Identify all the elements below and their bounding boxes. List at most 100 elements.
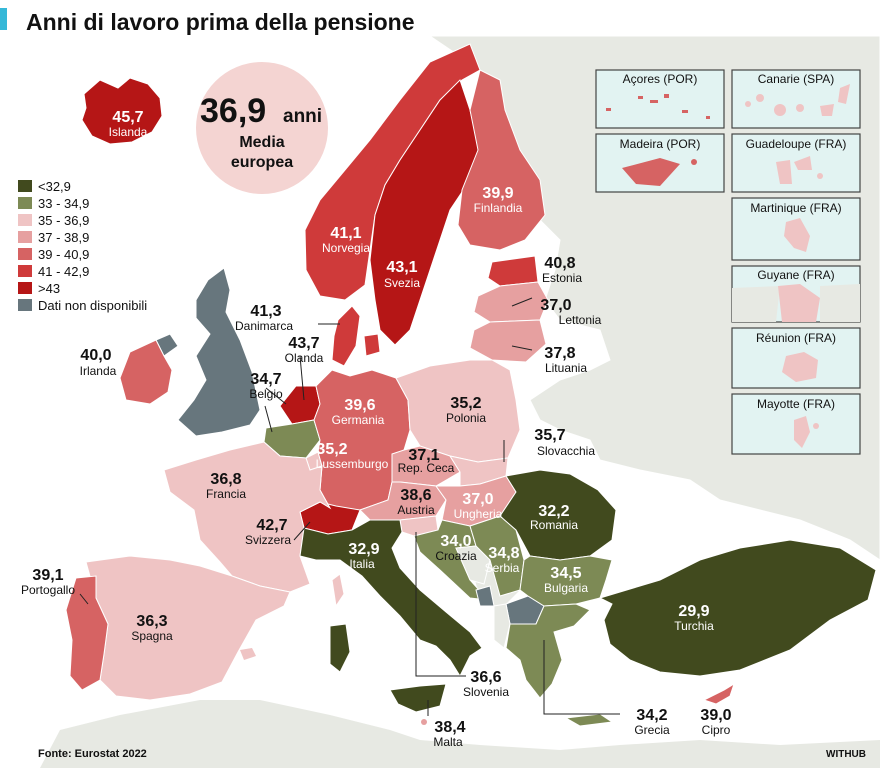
country-grecia-crete xyxy=(564,713,614,727)
legend-label: 39 - 40,9 xyxy=(38,247,89,262)
inset-guadeloupe xyxy=(731,133,861,193)
inset-label-guadeloupe: Guadeloupe (FRA) xyxy=(746,137,847,151)
country-polonia xyxy=(395,359,521,463)
country-bulgaria xyxy=(519,555,613,607)
inset-guyane xyxy=(731,265,861,323)
inset-label-acores: Açores (POR) xyxy=(623,72,698,86)
country-labels: 45,7 Islanda 41,1 Norvegia 43,1 Svezia 3… xyxy=(21,109,732,749)
inset-boxes: Açores (POR) Canarie (SPA) Madeira (POR)… xyxy=(595,69,861,455)
label-value-svezia: 43,1 xyxy=(386,259,417,276)
label-value-lettonia: 37,0 xyxy=(540,297,571,314)
label-value-bulgaria: 34,5 xyxy=(550,565,581,582)
legend-label: 41 - 42,9 xyxy=(38,264,89,279)
label-value-islanda: 45,7 xyxy=(112,109,143,126)
label-value-lituania: 37,8 xyxy=(544,345,575,362)
inset-label-mayotte: Mayotte (FRA) xyxy=(757,397,835,411)
label-value-portogallo: 39,1 xyxy=(32,567,63,584)
label-value-serbia: 34,8 xyxy=(488,545,519,562)
country-francia-corsica xyxy=(331,573,345,608)
country-albania xyxy=(493,603,511,649)
label-value-malta: 38,4 xyxy=(434,719,465,736)
legend-swatch xyxy=(18,282,32,294)
inset-label-reunion: Réunion (FRA) xyxy=(756,331,836,345)
label-name-rep-ceca: Rep. Ceca xyxy=(398,461,455,475)
label-name-lettonia: Lettonia xyxy=(559,313,602,327)
inset-mayotte xyxy=(731,393,861,455)
label-name-serbia: Serbia xyxy=(485,561,520,575)
label-name-bulgaria: Bulgaria xyxy=(544,581,588,595)
label-value-polonia: 35,2 xyxy=(450,395,481,412)
label-name-austria: Austria xyxy=(397,503,435,517)
label-name-cipro: Cipro xyxy=(702,723,731,737)
label-name-turchia: Turchia xyxy=(674,619,714,633)
country-spagna-baleari xyxy=(240,648,256,660)
legend: <32,9 33 - 34,9 35 - 36,9 37 - 38,9 39 -… xyxy=(18,179,147,313)
label-name-lituania: Lituania xyxy=(545,361,587,375)
label-value-ungheria: 37,0 xyxy=(462,491,493,508)
label-value-estonia: 40,8 xyxy=(544,255,575,272)
country-lituania xyxy=(469,319,547,363)
label-name-islanda: Islanda xyxy=(109,125,148,139)
inset-label-madeira: Madeira (POR) xyxy=(620,137,701,151)
label-value-rep-ceca: 37,1 xyxy=(408,447,439,464)
label-name-italia: Italia xyxy=(349,557,375,571)
inset-acores xyxy=(595,69,725,129)
label-name-romania: Romania xyxy=(530,518,578,532)
inset-label-guyane: Guyane (FRA) xyxy=(757,268,834,282)
country-italia-sicilia xyxy=(389,683,447,713)
label-value-croazia: 34,0 xyxy=(440,533,471,550)
label-value-francia: 36,8 xyxy=(210,471,241,488)
label-value-grecia: 34,2 xyxy=(636,707,667,724)
inset-acores-islands xyxy=(606,94,710,119)
label-value-lussemburgo: 35,2 xyxy=(316,441,347,458)
label-value-norvegia: 41,1 xyxy=(330,225,361,242)
legend-swatch xyxy=(18,197,32,209)
label-name-norvegia: Norvegia xyxy=(322,241,370,255)
label-name-ungheria: Ungheria xyxy=(454,507,503,521)
label-name-polonia: Polonia xyxy=(446,411,486,425)
country-regno-unito xyxy=(177,267,261,437)
label-name-estonia: Estonia xyxy=(542,271,582,285)
country-lettonia xyxy=(473,281,549,323)
legend-swatch xyxy=(18,248,32,260)
country-turchia xyxy=(598,539,877,677)
country-danimarca xyxy=(331,305,361,367)
label-value-danimarca: 41,3 xyxy=(250,303,281,320)
label-name-finlandia: Finlandia xyxy=(474,201,523,215)
label-value-spagna: 36,3 xyxy=(136,613,167,630)
label-name-germania: Germania xyxy=(332,413,385,427)
label-name-malta: Malta xyxy=(433,735,463,749)
country-grecia xyxy=(505,603,591,699)
inset-canarie xyxy=(731,69,861,129)
average-badge: 36,9 anni Media europea xyxy=(196,62,328,194)
inset-martinique xyxy=(731,197,861,261)
label-value-germania: 39,6 xyxy=(344,397,375,414)
legend-swatch xyxy=(18,180,32,192)
label-value-irlanda: 40,0 xyxy=(80,347,111,364)
credit-logo: WITHUB xyxy=(826,749,866,760)
label-name-slovacchia: Slovacchia xyxy=(537,444,595,458)
label-value-austria: 38,6 xyxy=(400,487,431,504)
country-italia xyxy=(299,519,483,678)
label-value-finlandia: 39,9 xyxy=(482,185,513,202)
country-islanda xyxy=(81,77,163,145)
legend-swatch xyxy=(18,265,32,277)
legend-label: 33 - 34,9 xyxy=(38,196,89,211)
country-svezia xyxy=(369,79,481,346)
africa-land xyxy=(40,700,880,768)
label-value-slovenia: 36,6 xyxy=(470,669,501,686)
label-value-svizzera: 42,7 xyxy=(256,517,287,534)
average-label-1: Media xyxy=(239,134,284,151)
inset-canarie-islands xyxy=(745,84,850,116)
country-malta xyxy=(421,719,427,725)
average-unit: anni xyxy=(283,106,322,127)
label-name-slovenia: Slovenia xyxy=(463,685,509,699)
label-value-belgio: 34,7 xyxy=(250,371,281,388)
average-value: 36,9 xyxy=(200,92,266,130)
label-value-turchia: 29,9 xyxy=(678,603,709,620)
label-name-danimarca: Danimarca xyxy=(235,319,293,333)
legend-label: 35 - 36,9 xyxy=(38,213,89,228)
country-cipro xyxy=(702,682,735,705)
country-francia xyxy=(163,441,332,593)
